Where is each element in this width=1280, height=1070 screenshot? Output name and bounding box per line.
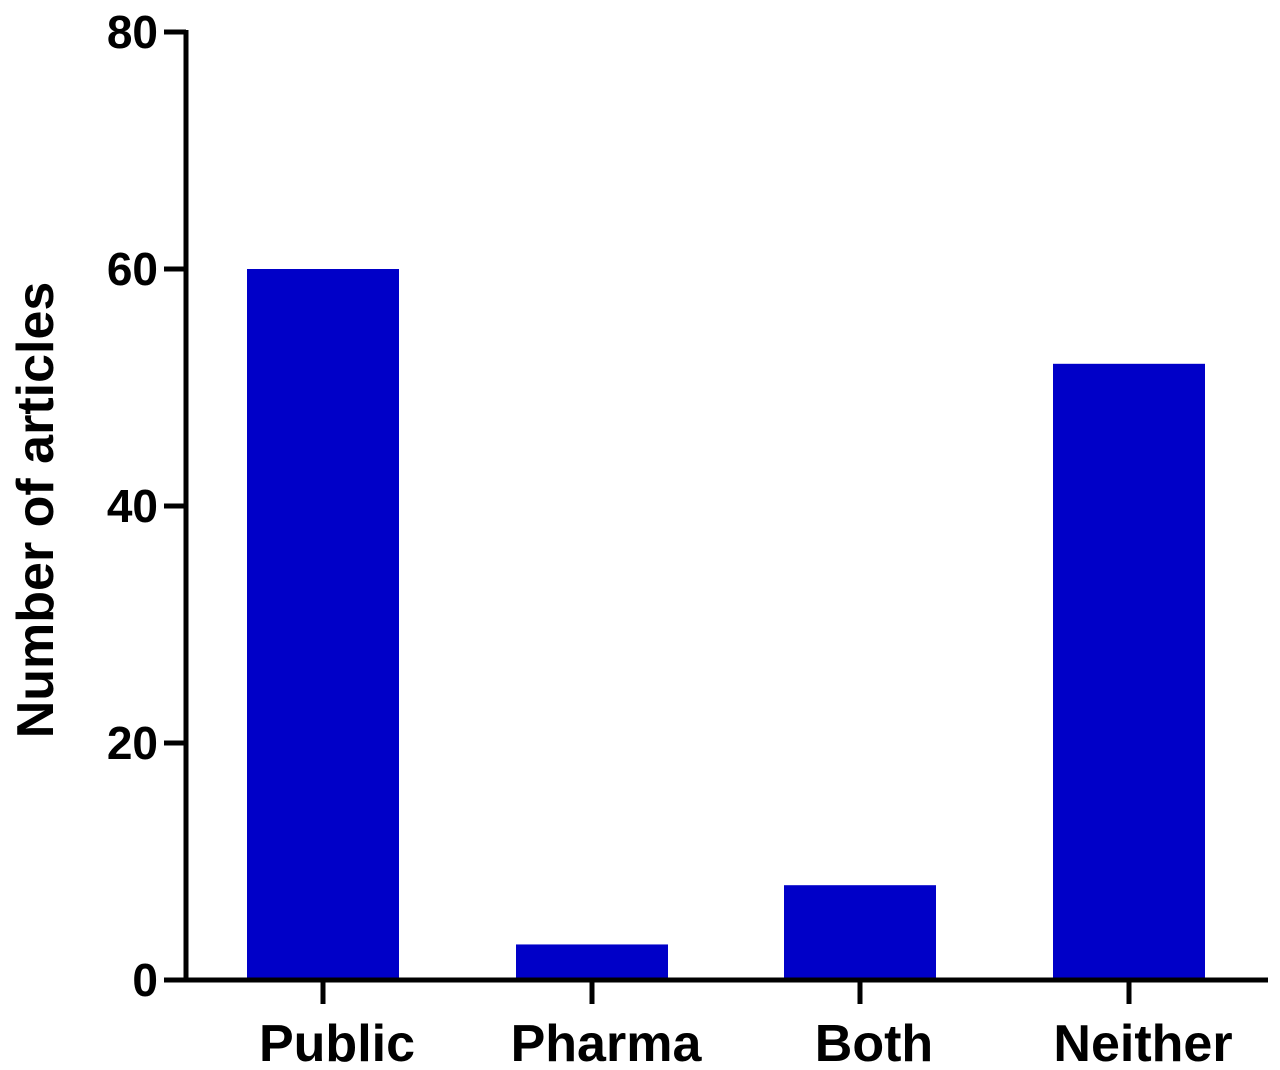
y-tick-label: 60 [107, 243, 158, 295]
x-tick-label-both: Both [815, 1015, 933, 1070]
x-tick-label-neither: Neither [1053, 1015, 1232, 1070]
x-tick-label-pharma: Pharma [511, 1015, 703, 1070]
bar-neither [1053, 363, 1205, 980]
y-tick-label: 20 [107, 717, 158, 769]
bar-pharma [516, 944, 668, 980]
y-tick-label: 0 [132, 954, 158, 1006]
bar-public [247, 269, 399, 980]
y-tick-label: 40 [107, 480, 158, 532]
bar-both [784, 885, 936, 980]
y-tick-label: 80 [107, 6, 158, 58]
plot-area: 0 20 40 60 80 Public Pharma Both Neither [107, 6, 1268, 1070]
x-tick-label-public: Public [259, 1015, 415, 1070]
y-axis-title: Number of articles [7, 282, 65, 739]
